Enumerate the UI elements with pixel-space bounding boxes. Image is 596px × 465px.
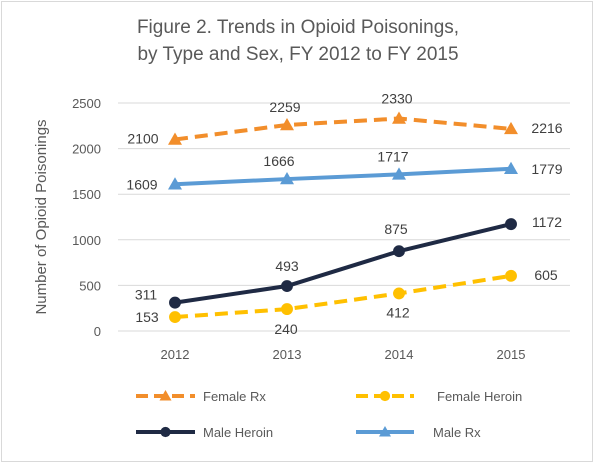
y-axis-label: Number of Opioid Poisonings [33, 119, 50, 314]
data-point-male-heroin [393, 245, 405, 258]
data-point-female-rx [504, 121, 518, 135]
data-label-female-rx: 2259 [269, 99, 300, 115]
data-label-female-rx: 2216 [531, 120, 562, 136]
chart-title-line-2: by Type and Sex, FY 2012 to FY 2015 [137, 44, 459, 65]
data-label-female-rx: 2330 [381, 91, 412, 107]
x-tick-label: 2015 [497, 347, 526, 362]
data-point-male-heroin [505, 218, 517, 231]
legend-label-male-rx: Male Rx [433, 425, 481, 440]
data-label-female-heroin: 240 [274, 321, 298, 337]
data-label-female-heroin: 605 [534, 267, 558, 283]
series-line-male-heroin [174, 222, 512, 305]
series-line-female-heroin [174, 273, 512, 320]
y-tick-label: 0 [94, 324, 101, 339]
y-tick-label: 1500 [72, 187, 101, 202]
x-tick-label: 2013 [273, 347, 302, 362]
data-point-female-heroin [393, 287, 405, 300]
data-label-female-heroin: 412 [386, 304, 410, 320]
data-point-male-rx [280, 172, 294, 185]
x-tick-label: 2012 [161, 347, 190, 362]
data-point-female-rx [392, 111, 406, 124]
data-label-male-heroin: 311 [135, 287, 158, 303]
data-point-male-rx [168, 177, 182, 190]
data-point-female-heroin [169, 311, 181, 323]
data-label-female-heroin: 153 [135, 309, 159, 325]
legend-marker-male-rx [379, 426, 391, 437]
data-label-male-rx: 1717 [377, 148, 408, 164]
series-line-female-rx [174, 116, 512, 142]
data-label-male-heroin: 1172 [532, 214, 562, 230]
legend-marker-female-heroin [379, 390, 391, 402]
data-label-male-rx: 1609 [126, 176, 157, 192]
data-point-female-rx [168, 132, 182, 145]
data-label-male-rx: 1666 [263, 153, 294, 169]
x-tick-label: 2014 [385, 347, 414, 362]
y-tick-label: 1000 [72, 233, 101, 248]
data-point-female-rx [280, 117, 294, 131]
data-point-female-heroin [505, 269, 517, 282]
y-tick-label: 500 [79, 278, 101, 293]
data-point-male-rx [504, 161, 518, 175]
legend-label-female-rx: Female Rx [203, 389, 266, 404]
legend-marker-female-rx [159, 390, 172, 401]
data-point-male-rx [392, 167, 406, 180]
data-point-female-heroin [281, 303, 293, 316]
legend-marker-male-heroin [160, 426, 171, 438]
data-label-female-rx: 2100 [127, 130, 158, 146]
data-label-male-rx: 1779 [531, 161, 562, 177]
data-label-male-heroin: 875 [384, 221, 408, 237]
chart-title-line-1: Figure 2. Trends in Opioid Poisonings, [136, 17, 460, 38]
y-tick-label: 2500 [72, 96, 101, 111]
legend-label-male-heroin: Male Heroin [203, 425, 273, 440]
chart-title: Figure 2. Trends in Opioid Poisonings, b… [0, 14, 596, 68]
data-label-male-heroin: 493 [275, 258, 299, 274]
data-point-male-heroin [281, 280, 293, 292]
y-tick-label: 2000 [72, 142, 101, 157]
legend-label-female-heroin: Female Heroin [437, 389, 522, 404]
data-point-male-heroin [169, 296, 181, 309]
series-line-male-rx [174, 166, 512, 187]
